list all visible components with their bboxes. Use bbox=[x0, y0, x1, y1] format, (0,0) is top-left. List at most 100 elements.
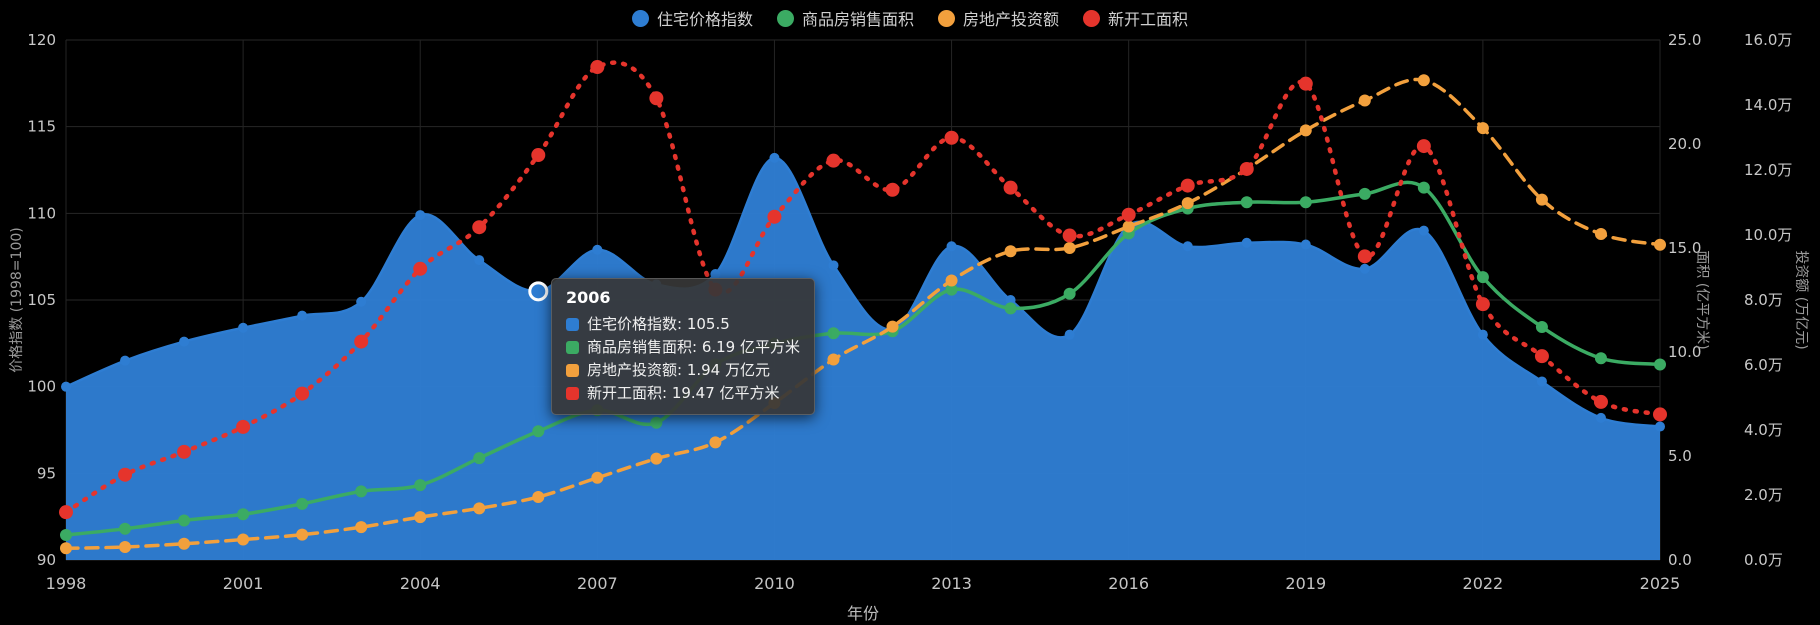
data-point-2-2019[interactable] bbox=[1299, 124, 1312, 137]
highlighted-data-point[interactable] bbox=[528, 281, 549, 302]
data-point-2-2001[interactable] bbox=[237, 533, 250, 546]
data-point-1-2024[interactable] bbox=[1594, 352, 1607, 365]
data-point-1-2006[interactable] bbox=[532, 425, 545, 438]
data-point-2-2022[interactable] bbox=[1476, 122, 1489, 135]
data-point-3-2014[interactable] bbox=[1003, 180, 1018, 195]
data-point-1-2023[interactable] bbox=[1535, 321, 1548, 334]
data-point-2-2011[interactable] bbox=[827, 353, 840, 366]
data-point-3-2005[interactable] bbox=[472, 220, 487, 235]
data-point-3-2016[interactable] bbox=[1121, 207, 1136, 222]
data-point-3-2003[interactable] bbox=[354, 334, 369, 349]
data-point-1-2001[interactable] bbox=[237, 508, 250, 521]
data-point-3-2025[interactable] bbox=[1653, 407, 1667, 422]
data-point-0-2009[interactable] bbox=[710, 269, 721, 279]
data-point-3-2017[interactable] bbox=[1180, 178, 1195, 193]
data-point-2-2005[interactable] bbox=[473, 502, 486, 515]
data-point-1-2011[interactable] bbox=[827, 327, 840, 340]
data-point-0-2001[interactable] bbox=[238, 322, 249, 333]
data-point-1-1999[interactable] bbox=[119, 522, 132, 535]
data-point-1-2005[interactable] bbox=[473, 452, 486, 465]
data-point-2-2020[interactable] bbox=[1358, 94, 1371, 107]
data-point-2-2024[interactable] bbox=[1594, 228, 1607, 241]
data-point-2-2013[interactable] bbox=[945, 274, 958, 287]
data-point-0-2021[interactable] bbox=[1418, 225, 1429, 236]
data-point-0-2022[interactable] bbox=[1477, 329, 1488, 340]
data-point-0-2004[interactable] bbox=[415, 210, 426, 221]
data-point-0-2007[interactable] bbox=[592, 244, 603, 255]
data-point-3-2024[interactable] bbox=[1593, 394, 1608, 409]
data-point-3-2013[interactable] bbox=[944, 130, 959, 145]
data-point-3-2007[interactable] bbox=[590, 60, 605, 75]
data-point-3-2022[interactable] bbox=[1475, 297, 1490, 312]
data-point-3-2011[interactable] bbox=[826, 153, 841, 168]
data-point-1-2003[interactable] bbox=[355, 485, 368, 498]
data-point-0-2000[interactable] bbox=[179, 336, 190, 347]
data-point-0-2015[interactable] bbox=[1064, 329, 1075, 340]
data-point-3-2020[interactable] bbox=[1357, 249, 1372, 264]
data-point-2-2009[interactable] bbox=[709, 436, 722, 449]
data-point-2-2007[interactable] bbox=[591, 471, 604, 484]
data-point-0-2005[interactable] bbox=[474, 255, 485, 266]
data-point-1-2025[interactable] bbox=[1654, 358, 1666, 371]
data-point-1-2018[interactable] bbox=[1240, 196, 1253, 209]
data-point-2-2014[interactable] bbox=[1004, 245, 1017, 258]
data-point-0-2024[interactable] bbox=[1595, 412, 1606, 423]
data-point-0-2017[interactable] bbox=[1182, 241, 1193, 252]
data-point-0-1998[interactable] bbox=[61, 381, 71, 392]
legend-item-2[interactable]: 房地产投资额 bbox=[938, 6, 1059, 30]
data-point-3-2019[interactable] bbox=[1298, 76, 1313, 91]
data-point-2-2004[interactable] bbox=[414, 511, 427, 524]
data-point-3-1998[interactable] bbox=[59, 505, 73, 520]
data-point-0-2018[interactable] bbox=[1241, 237, 1252, 248]
data-point-0-2023[interactable] bbox=[1536, 376, 1547, 387]
legend-item-1[interactable]: 商品房销售面积 bbox=[776, 6, 914, 30]
data-point-1-2020[interactable] bbox=[1358, 187, 1371, 200]
data-point-0-2002[interactable] bbox=[297, 310, 308, 321]
data-point-0-2011[interactable] bbox=[828, 260, 839, 271]
data-point-1-2015[interactable] bbox=[1063, 287, 1076, 300]
data-point-2-2015[interactable] bbox=[1063, 242, 1076, 254]
data-point-3-2006[interactable] bbox=[531, 148, 546, 163]
data-point-0-2013[interactable] bbox=[946, 241, 957, 252]
data-point-2-1998[interactable] bbox=[60, 542, 72, 555]
data-point-1-2004[interactable] bbox=[414, 479, 427, 492]
data-point-3-2023[interactable] bbox=[1534, 349, 1549, 364]
data-point-1-2014[interactable] bbox=[1004, 302, 1017, 315]
data-point-1-2022[interactable] bbox=[1476, 271, 1489, 284]
data-point-1-2008[interactable] bbox=[650, 416, 663, 429]
data-point-2-2003[interactable] bbox=[355, 521, 368, 534]
data-point-0-1999[interactable] bbox=[120, 355, 131, 366]
data-point-0-2003[interactable] bbox=[356, 296, 367, 307]
data-point-3-2015[interactable] bbox=[1062, 228, 1077, 243]
data-point-2-2012[interactable] bbox=[886, 320, 899, 333]
data-point-0-2010[interactable] bbox=[769, 152, 780, 163]
data-point-0-2025[interactable] bbox=[1655, 421, 1665, 432]
data-point-2-2000[interactable] bbox=[178, 537, 191, 550]
legend-item-3[interactable]: 新开工面积 bbox=[1083, 6, 1188, 30]
data-point-2-2017[interactable] bbox=[1181, 197, 1194, 210]
data-point-2-1999[interactable] bbox=[119, 541, 132, 553]
data-point-3-2018[interactable] bbox=[1239, 161, 1254, 176]
data-point-3-2002[interactable] bbox=[295, 386, 310, 401]
data-point-3-2012[interactable] bbox=[885, 182, 900, 197]
data-point-2-2025[interactable] bbox=[1654, 238, 1666, 251]
data-point-2-2008[interactable] bbox=[650, 452, 663, 465]
legend-item-0[interactable]: 住宅价格指数 bbox=[631, 6, 753, 30]
data-point-2-2002[interactable] bbox=[296, 528, 309, 541]
data-point-2-2023[interactable] bbox=[1535, 193, 1548, 206]
data-point-0-2020[interactable] bbox=[1359, 263, 1370, 274]
data-point-2-2016[interactable] bbox=[1122, 220, 1135, 233]
data-point-3-2021[interactable] bbox=[1416, 139, 1431, 154]
data-point-3-2004[interactable] bbox=[413, 261, 428, 276]
data-point-2-2021[interactable] bbox=[1417, 74, 1430, 87]
data-point-0-2019[interactable] bbox=[1300, 239, 1311, 250]
data-point-3-2008[interactable] bbox=[649, 91, 664, 106]
data-point-1-2002[interactable] bbox=[296, 497, 309, 510]
data-point-1-2013[interactable] bbox=[945, 283, 958, 296]
data-point-3-2000[interactable] bbox=[177, 444, 192, 459]
data-point-1-2021[interactable] bbox=[1417, 181, 1430, 194]
data-point-1-2000[interactable] bbox=[178, 514, 191, 527]
data-point-1-1998[interactable] bbox=[60, 529, 72, 542]
data-point-3-2001[interactable] bbox=[236, 419, 251, 434]
